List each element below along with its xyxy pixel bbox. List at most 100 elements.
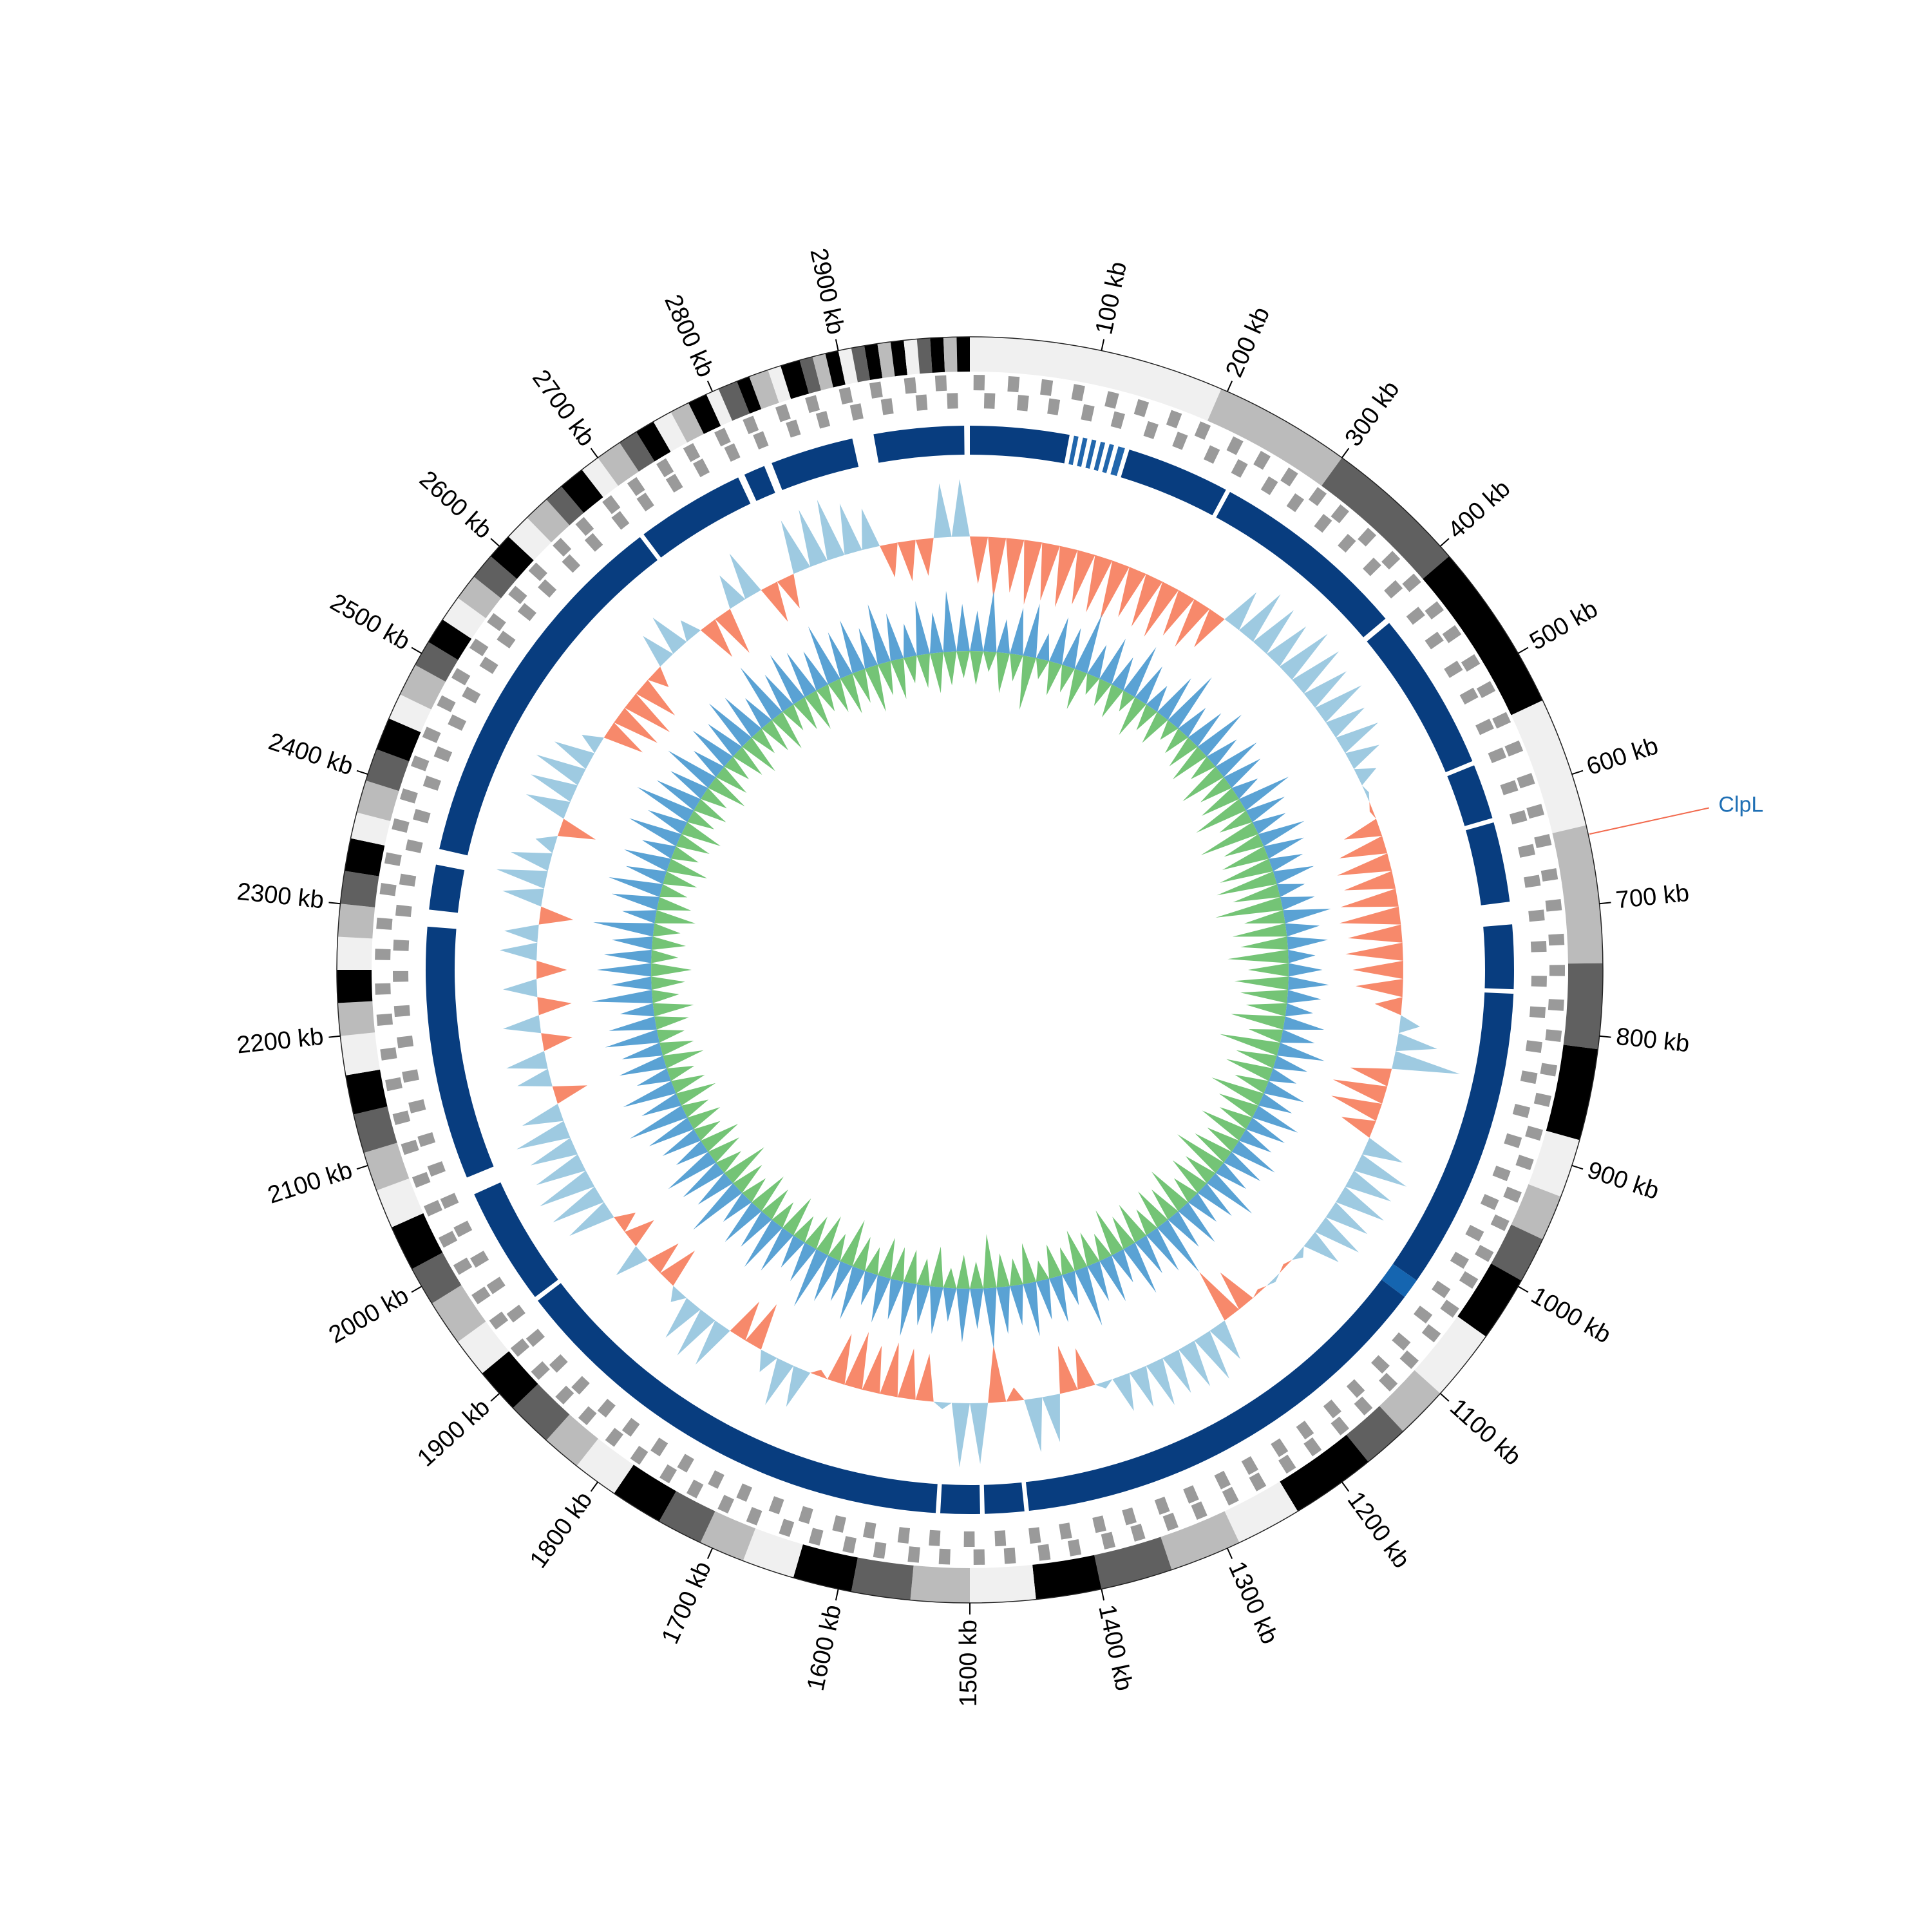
- signal-spike: [701, 788, 727, 809]
- gene: [427, 1161, 446, 1177]
- signal-spike: [651, 963, 692, 977]
- gene: [437, 695, 456, 712]
- signal-spike: [1010, 653, 1023, 681]
- signal-spike: [1040, 542, 1060, 601]
- gene: [973, 1549, 985, 1565]
- ideogram-band: [546, 1414, 598, 1466]
- signal-spike: [557, 819, 596, 840]
- signal-spike: [943, 1287, 957, 1322]
- ideogram-band: [431, 1285, 486, 1342]
- tick-label: 2000 kb: [325, 1282, 413, 1349]
- tick-mark: [835, 1589, 839, 1601]
- signal-spike: [1123, 1242, 1157, 1293]
- signal-spike: [1094, 678, 1112, 706]
- signal-spike: [605, 1029, 660, 1048]
- gene: [779, 1519, 795, 1537]
- ideogram-band: [916, 337, 933, 374]
- signal-spike: [651, 949, 679, 963]
- signal-spike: [1224, 759, 1261, 788]
- gene: [410, 755, 430, 772]
- tick-mark: [1101, 339, 1105, 351]
- gene: [1166, 410, 1182, 429]
- gene: [397, 1036, 414, 1048]
- signal-spike: [611, 976, 652, 990]
- gene: [393, 971, 409, 982]
- ideogram-band: [838, 348, 858, 385]
- signal-spike: [1253, 610, 1294, 654]
- gene: [1425, 631, 1444, 650]
- ideogram-band: [391, 1213, 443, 1269]
- gene: [838, 387, 853, 405]
- gene: [408, 1099, 426, 1113]
- ideogram-band: [877, 341, 895, 378]
- ideogram-band: [1280, 1434, 1368, 1511]
- gene: [1371, 1355, 1390, 1374]
- signal-spike: [1095, 1379, 1113, 1389]
- tick-mark: [1101, 1589, 1105, 1601]
- segment: [1025, 1280, 1405, 1511]
- gene: [399, 873, 417, 887]
- gene: [462, 687, 481, 704]
- signal-spike: [619, 1056, 667, 1076]
- ideogram-band: [473, 556, 517, 598]
- signal-spike: [844, 1332, 869, 1390]
- signal-spike: [643, 636, 674, 667]
- signal-spike: [1273, 866, 1314, 884]
- ideogram-band: [337, 970, 373, 1003]
- signal-spike: [1112, 1249, 1133, 1283]
- gene: [375, 949, 391, 960]
- tick-label: 1700 kb: [657, 1557, 717, 1648]
- tick-mark: [490, 538, 500, 547]
- gene: [1172, 431, 1188, 450]
- tick-mark: [411, 647, 422, 654]
- signal-spike: [1287, 936, 1329, 950]
- gene: [531, 1361, 550, 1380]
- gene: [1442, 625, 1462, 643]
- ideogram-band: [457, 576, 501, 618]
- signal-spike: [593, 922, 655, 937]
- gene: [1241, 1456, 1258, 1475]
- signal-spike: [1131, 574, 1163, 627]
- gene: [621, 1417, 640, 1437]
- ideogram-band: [1546, 1045, 1598, 1141]
- signal-spike: [516, 1121, 571, 1150]
- signal-spike: [1264, 1081, 1304, 1103]
- tick-mark: [706, 381, 714, 392]
- ideogram-band: [1321, 457, 1450, 579]
- signal-spike: [956, 1288, 970, 1343]
- signal-spike: [641, 1093, 682, 1116]
- segment: [873, 426, 965, 463]
- ideogram-band: [737, 376, 762, 414]
- signal-spike: [604, 949, 652, 963]
- tick-label: 500 kb: [1525, 596, 1602, 656]
- signal-spike: [1036, 633, 1050, 661]
- signal-spike: [1087, 1261, 1110, 1302]
- signal-spike: [817, 500, 845, 561]
- gene: [1323, 1399, 1341, 1419]
- signal-spike: [827, 1334, 852, 1385]
- signal-spike: [890, 1247, 905, 1282]
- gene: [1143, 421, 1159, 439]
- inner-track: [591, 591, 1331, 1349]
- signal-spike: [752, 728, 775, 753]
- signal-spike: [620, 1003, 655, 1017]
- signal-spike: [759, 1349, 777, 1372]
- signal-spike: [810, 1369, 828, 1379]
- segment: [1094, 441, 1106, 471]
- gene: [487, 612, 506, 632]
- ideogram-band: [442, 598, 486, 639]
- tick-mark: [1341, 1481, 1350, 1492]
- gene: [597, 1399, 616, 1418]
- signal-spike: [1341, 1117, 1376, 1138]
- signal-spike: [1354, 1154, 1407, 1187]
- gene: [1286, 493, 1305, 513]
- signal-spike: [1244, 910, 1285, 923]
- segment: [1392, 992, 1514, 1281]
- signal-spike: [929, 652, 943, 694]
- gene: [1308, 487, 1327, 506]
- tick-mark: [835, 339, 839, 351]
- ideogram-band: [653, 412, 687, 452]
- signal-spike: [1019, 655, 1036, 710]
